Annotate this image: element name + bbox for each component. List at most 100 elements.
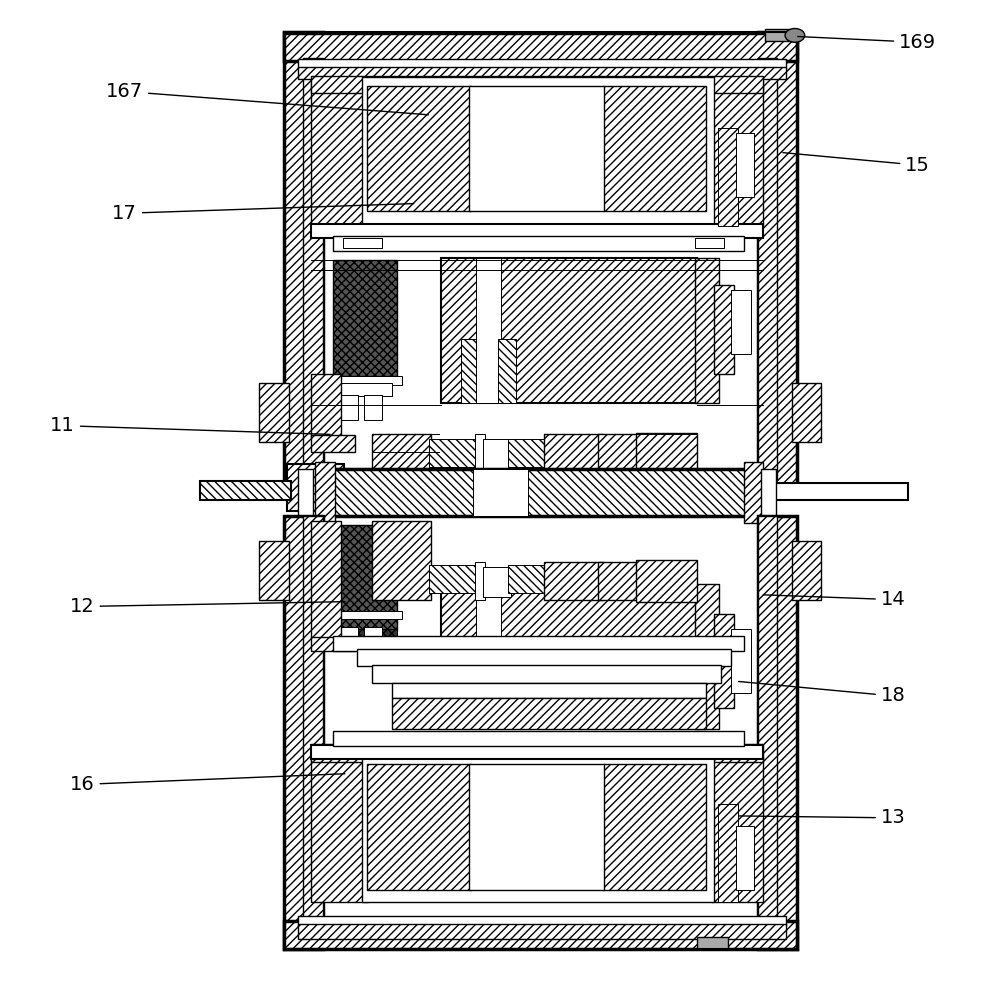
Bar	[311, 637, 355, 651]
Bar	[603, 764, 706, 890]
Bar	[758, 516, 777, 924]
Bar	[311, 521, 341, 639]
Bar	[736, 826, 754, 890]
Bar	[441, 590, 697, 729]
Bar	[333, 731, 744, 746]
Bar	[498, 339, 516, 403]
Bar	[475, 562, 485, 600]
Bar	[476, 590, 501, 729]
Bar	[364, 627, 382, 649]
Bar	[367, 86, 471, 211]
Bar	[544, 562, 603, 600]
Bar	[333, 525, 397, 631]
Bar	[303, 58, 323, 479]
Bar	[367, 764, 471, 890]
Bar	[311, 745, 763, 759]
Bar	[761, 469, 776, 516]
Bar	[718, 128, 738, 226]
Bar	[372, 434, 431, 472]
Bar	[744, 462, 763, 523]
Bar	[758, 516, 797, 949]
Bar	[726, 483, 908, 500]
Bar	[429, 565, 478, 593]
Bar	[333, 469, 746, 516]
Text: 14: 14	[763, 590, 906, 609]
Bar	[362, 77, 714, 226]
Text: 169: 169	[798, 32, 936, 52]
Text: 18: 18	[739, 681, 906, 706]
Bar	[714, 285, 734, 374]
Bar	[429, 439, 478, 467]
Bar	[341, 627, 358, 649]
Bar	[508, 439, 547, 467]
Bar	[357, 649, 731, 666]
Bar	[333, 636, 744, 651]
Ellipse shape	[785, 29, 805, 42]
Bar	[473, 469, 528, 516]
Text: 16: 16	[70, 774, 345, 794]
Text: 12: 12	[70, 597, 345, 616]
Bar	[712, 81, 763, 226]
Bar	[298, 59, 786, 69]
Bar	[298, 916, 786, 926]
Bar	[284, 921, 797, 949]
Bar	[469, 86, 604, 211]
Bar	[603, 86, 706, 211]
Bar	[712, 757, 763, 902]
Bar	[731, 290, 751, 354]
Bar	[483, 439, 511, 469]
Bar	[461, 339, 478, 403]
Bar	[695, 238, 724, 248]
Bar	[636, 560, 697, 602]
Bar	[303, 516, 323, 924]
Bar	[311, 76, 763, 93]
Bar	[441, 258, 697, 403]
Bar	[333, 469, 746, 516]
Bar	[758, 32, 797, 490]
Bar	[287, 464, 344, 511]
Bar	[697, 937, 728, 949]
Bar	[333, 236, 744, 251]
Bar	[498, 665, 516, 729]
Bar	[765, 29, 797, 41]
Bar	[259, 383, 289, 442]
Bar	[338, 383, 392, 396]
Bar	[792, 383, 821, 442]
Bar	[311, 81, 368, 226]
Bar	[598, 434, 638, 472]
Bar	[333, 260, 397, 376]
Bar	[508, 565, 547, 593]
Bar	[364, 395, 382, 420]
Text: 17: 17	[112, 203, 414, 223]
Bar	[372, 521, 431, 600]
Bar	[792, 541, 821, 600]
Bar	[476, 258, 501, 403]
Bar	[636, 433, 697, 474]
Bar	[731, 629, 751, 693]
Text: 11: 11	[50, 416, 330, 435]
Bar	[758, 58, 777, 479]
Bar	[311, 435, 355, 452]
Bar	[328, 611, 402, 619]
Bar	[392, 683, 706, 698]
Text: 13: 13	[739, 808, 906, 828]
Bar	[259, 541, 289, 600]
Bar	[311, 744, 763, 762]
Bar	[298, 924, 786, 939]
Bar	[311, 757, 368, 902]
Bar	[341, 395, 358, 420]
Bar	[284, 33, 797, 61]
Bar	[298, 469, 338, 503]
Bar	[695, 584, 719, 729]
Bar	[311, 374, 341, 437]
Bar	[298, 67, 786, 79]
Bar	[695, 258, 719, 403]
Bar	[315, 462, 335, 523]
Bar	[461, 665, 478, 729]
Bar	[200, 481, 291, 500]
Bar	[483, 567, 511, 597]
Bar	[284, 516, 323, 949]
Bar	[311, 224, 763, 238]
Text: 167: 167	[106, 82, 428, 115]
Bar	[598, 562, 638, 600]
